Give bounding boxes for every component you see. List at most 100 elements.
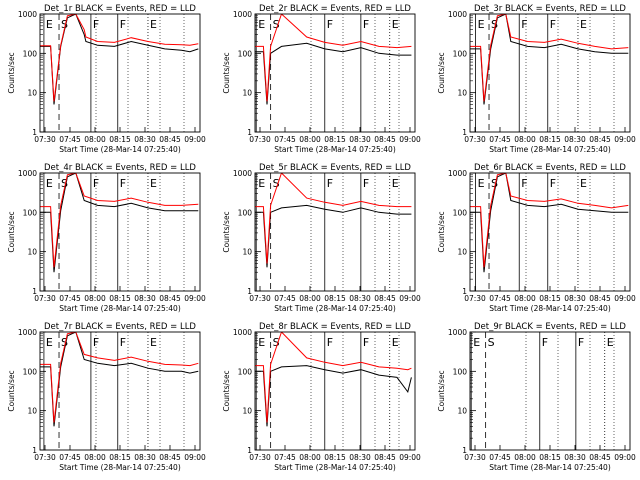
x-tick-label: 08:00 <box>299 294 321 303</box>
y-axis-label: Counts/sec <box>7 211 16 252</box>
y-tick-label: 10 <box>242 407 252 416</box>
plot-frame <box>254 13 416 133</box>
panel-title: Det_5r BLACK = Events, RED = LLD <box>259 163 411 173</box>
events-series-line <box>470 173 629 273</box>
x-tick-label: 08:45 <box>159 135 181 144</box>
y-tick-label: 10 <box>27 89 37 98</box>
y-tick-label: 1 <box>247 128 252 137</box>
detector-panel: Det_3r BLACK = Events, RED = LLD 1 10 100 10… <box>437 4 636 154</box>
events-series-line <box>255 204 412 268</box>
y-axis-label: Counts/sec <box>7 370 16 411</box>
marker-label: E <box>150 336 157 349</box>
detector-panel: Det_6r BLACK = Events, RED = LLD 1 10 100 10… <box>437 163 636 313</box>
y-tick-label: 100 <box>238 49 253 58</box>
events-series-line <box>255 42 412 105</box>
x-tick-label: 08:15 <box>324 453 346 462</box>
x-axis-label: Start Time (28-Mar-14 07:25:40) <box>59 145 181 154</box>
marker-label: E <box>392 336 399 349</box>
x-tick-label: 09:00 <box>399 294 421 303</box>
marker-label: F <box>542 336 548 349</box>
marker-label: S <box>491 177 498 190</box>
x-tick-label: 08:00 <box>84 453 106 462</box>
x-tick-label: 09:00 <box>614 294 636 303</box>
marker-label: F <box>578 336 584 349</box>
x-tick-label: 09:00 <box>184 135 206 144</box>
y-tick-label: 1000 <box>448 10 467 19</box>
marker-label: E <box>392 18 399 31</box>
detector-panel: Det_2r BLACK = Events, RED = LLD 1 10 100 10… <box>222 4 421 154</box>
x-tick-label: 08:30 <box>134 135 156 144</box>
events-series-line <box>255 365 412 427</box>
x-tick-label: 07:30 <box>249 135 271 144</box>
panel-title: Det_8r BLACK = Events, RED = LLD <box>259 322 411 332</box>
y-axis-label: Counts/sec <box>437 211 446 252</box>
y-tick-label: 1000 <box>233 169 252 178</box>
x-tick-label: 08:30 <box>349 135 371 144</box>
x-tick-label: 08:45 <box>589 135 611 144</box>
x-tick-label: 07:45 <box>489 135 511 144</box>
lld-series-line <box>255 173 412 264</box>
events-series-line <box>40 173 199 273</box>
x-tick-label: 08:30 <box>349 294 371 303</box>
marker-label: F <box>93 336 99 349</box>
marker-label: F <box>327 177 333 190</box>
lld-series-line <box>470 173 629 268</box>
x-tick-label: 07:30 <box>464 135 486 144</box>
y-tick-label: 1000 <box>233 328 252 337</box>
y-tick-label: 1 <box>247 446 252 455</box>
marker-label: F <box>363 177 369 190</box>
detector-panel: Det_7r BLACK = Events, RED = LLD 1 10 100 10… <box>7 322 206 472</box>
marker-label: E <box>580 177 587 190</box>
marker-label: F <box>120 18 126 31</box>
marker-label: E <box>258 18 265 31</box>
plot-frame <box>39 331 201 451</box>
x-tick-label: 08:00 <box>514 294 536 303</box>
y-tick-label: 1 <box>462 446 467 455</box>
x-tick-label: 08:15 <box>539 135 561 144</box>
marker-label: F <box>327 336 333 349</box>
x-tick-label: 09:00 <box>184 294 206 303</box>
marker-label: E <box>46 18 53 31</box>
x-tick-label: 07:45 <box>489 453 511 462</box>
x-tick-label: 07:30 <box>464 294 486 303</box>
marker-label: S <box>61 177 68 190</box>
panel-title: Det_4r BLACK = Events, RED = LLD <box>44 163 196 173</box>
y-tick-label: 10 <box>457 407 467 416</box>
x-tick-label: 08:15 <box>109 294 131 303</box>
x-axis-label: Start Time (28-Mar-14 07:25:40) <box>489 463 611 472</box>
marker-label: F <box>550 18 556 31</box>
x-tick-label: 08:45 <box>159 294 181 303</box>
plot-frame <box>469 172 631 292</box>
panel-title: Det_3r BLACK = Events, RED = LLD <box>474 4 626 14</box>
x-tick-label: 08:15 <box>324 135 346 144</box>
y-axis-label: Counts/sec <box>222 52 231 93</box>
marker-label: F <box>521 177 527 190</box>
x-tick-label: 09:00 <box>399 135 421 144</box>
y-tick-label: 10 <box>242 89 252 98</box>
marker-label: E <box>258 177 265 190</box>
panel-title: Det_1r BLACK = Events, RED = LLD <box>44 4 196 14</box>
x-tick-label: 08:45 <box>589 294 611 303</box>
x-tick-label: 08:00 <box>514 135 536 144</box>
x-tick-label: 08:45 <box>589 453 611 462</box>
x-tick-label: 09:00 <box>614 135 636 144</box>
x-tick-label: 07:30 <box>249 294 271 303</box>
x-tick-label: 07:45 <box>274 294 296 303</box>
marker-label: S <box>61 336 68 349</box>
y-tick-label: 1000 <box>18 328 37 337</box>
detector-panel: Det_5r BLACK = Events, RED = LLD 1 10 100 10… <box>222 163 421 313</box>
y-axis-label: Counts/sec <box>7 52 16 93</box>
x-tick-label: 08:00 <box>84 294 106 303</box>
panel-title: Det_7r BLACK = Events, RED = LLD <box>44 322 196 332</box>
x-tick-label: 07:30 <box>34 453 56 462</box>
x-tick-label: 08:00 <box>299 135 321 144</box>
x-axis-label: Start Time (28-Mar-14 07:25:40) <box>59 463 181 472</box>
x-tick-label: 07:45 <box>274 135 296 144</box>
marker-label: F <box>363 18 369 31</box>
marker-label: F <box>521 18 527 31</box>
x-tick-label: 07:45 <box>59 135 81 144</box>
x-axis-label: Start Time (28-Mar-14 07:25:40) <box>274 463 396 472</box>
x-tick-label: 09:00 <box>184 453 206 462</box>
panel-title: Det_9r BLACK = Events, RED = LLD <box>474 322 626 332</box>
x-axis-label: Start Time (28-Mar-14 07:25:40) <box>489 145 611 154</box>
